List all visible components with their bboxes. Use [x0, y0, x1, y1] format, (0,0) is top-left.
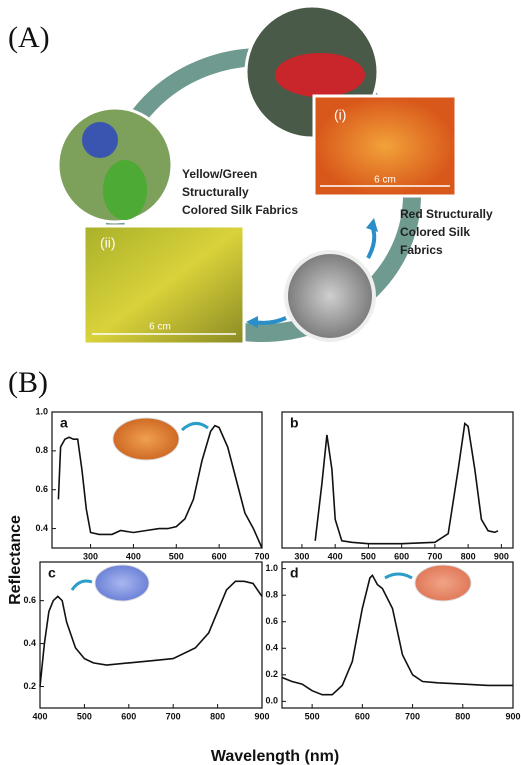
y-tick-label: 0.6	[265, 616, 278, 626]
x-tick-label: 500	[361, 551, 376, 561]
y-tick-label: 0.4	[23, 638, 36, 648]
x-tick-label: 300	[294, 551, 309, 561]
y-tick-label: 0.6	[35, 484, 48, 494]
fabric-label: (i)	[334, 107, 346, 123]
scale-label: 6 cm	[149, 322, 171, 333]
y-tick-label: 1.0	[265, 563, 278, 573]
y-tick-label: 0.4	[265, 643, 278, 653]
caption-line: Structurally	[182, 185, 249, 199]
arrow	[182, 423, 208, 430]
x-tick-label: 400	[126, 551, 141, 561]
spectrum-line	[40, 581, 262, 686]
fabric-label: (ii)	[100, 235, 116, 251]
x-tick-label: 700	[254, 551, 269, 561]
y-tick-label: 0.0	[265, 696, 278, 706]
sem-image	[286, 252, 374, 340]
y-tick-label: 0.8	[35, 445, 48, 455]
panel-label: (A)	[8, 21, 50, 54]
caption-line: Colored Silk Fabrics	[182, 203, 298, 217]
caption-line: Red Structurally	[400, 207, 493, 221]
x-tick-label: 600	[212, 551, 227, 561]
x-tick-label: 900	[494, 551, 509, 561]
x-tick-label: 800	[210, 711, 225, 721]
y-tick-label: 0.6	[23, 595, 36, 605]
x-tick-label: 400	[328, 551, 343, 561]
arrow	[254, 318, 286, 323]
y-tick-label: 1.0	[35, 406, 48, 416]
x-tick-label: 700	[427, 551, 442, 561]
spectrum-line	[282, 575, 513, 694]
arrow-head	[366, 218, 378, 232]
red-parrot-body	[275, 53, 365, 97]
chart-label: b	[290, 415, 299, 431]
panel-label: (B)	[8, 366, 48, 399]
x-tick-label: 900	[505, 711, 520, 721]
chart-label: a	[60, 415, 68, 431]
y-tick-label: 0.2	[265, 669, 278, 679]
x-tick-label: 800	[455, 711, 470, 721]
arrow	[385, 574, 412, 578]
inset-photo	[415, 565, 471, 601]
x-tick-label: 500	[77, 711, 92, 721]
chart-label: d	[290, 565, 299, 581]
arrow	[368, 226, 374, 258]
y-axis-label: Reflectance	[7, 515, 24, 605]
caption-line: Colored Silk	[400, 225, 470, 239]
y-tick-label: 0.8	[265, 590, 278, 600]
caption-line: Fabrics	[400, 243, 443, 257]
parrot-body	[103, 160, 147, 220]
x-tick-label: 700	[405, 711, 420, 721]
x-axis-label: Wavelength (nm)	[211, 748, 339, 765]
scale-label: 6 cm	[374, 175, 396, 186]
y-tick-label: 0.2	[23, 681, 36, 691]
x-tick-label: 500	[305, 711, 320, 721]
spectrum-line	[315, 424, 498, 544]
x-tick-label: 400	[32, 711, 47, 721]
x-tick-label: 900	[254, 711, 269, 721]
chart-label: c	[48, 565, 56, 581]
figure: (A) (i) 6 cm (ii) 6 cm Yellow/Green Struc…	[0, 0, 521, 765]
y-tick-label: 0.4	[35, 523, 48, 533]
inset-photo	[113, 418, 179, 460]
plot-frame	[40, 562, 262, 708]
x-tick-label: 600	[121, 711, 136, 721]
parrot-head	[82, 122, 118, 158]
caption-line: Yellow/Green	[182, 167, 257, 181]
x-tick-label: 300	[83, 551, 98, 561]
x-tick-label: 500	[169, 551, 184, 561]
arrow	[72, 581, 92, 590]
x-tick-label: 700	[166, 711, 181, 721]
inset-photo	[95, 565, 149, 601]
x-tick-label: 600	[394, 551, 409, 561]
x-tick-label: 800	[461, 551, 476, 561]
x-tick-label: 600	[355, 711, 370, 721]
